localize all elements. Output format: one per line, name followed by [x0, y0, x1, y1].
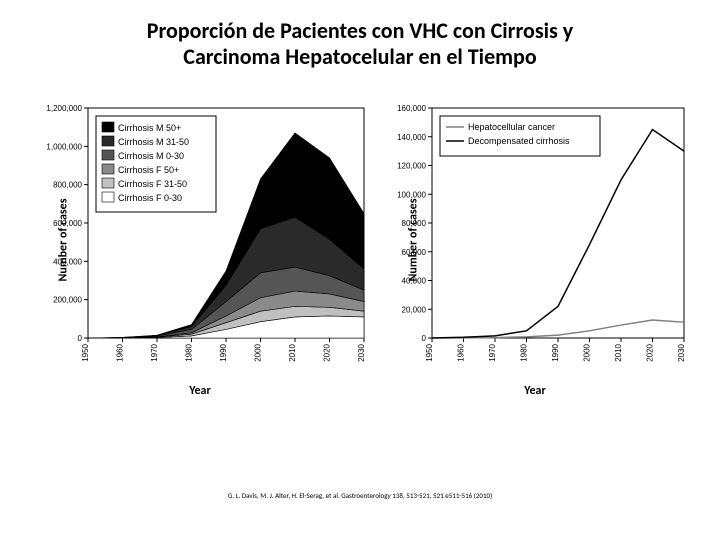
svg-text:2020: 2020 — [323, 343, 332, 361]
svg-text:2030: 2030 — [357, 343, 366, 361]
right-xlabel: Year — [524, 384, 546, 398]
svg-text:2000: 2000 — [583, 343, 592, 361]
svg-text:1,200,000: 1,200,000 — [46, 104, 82, 113]
svg-text:2030: 2030 — [677, 343, 686, 361]
left-chart-wrap: Number of cases 0200,000400,000600,00080… — [30, 100, 370, 398]
svg-text:2000: 2000 — [254, 343, 263, 361]
svg-text:1950: 1950 — [425, 343, 434, 361]
svg-text:20,000: 20,000 — [402, 305, 427, 314]
svg-text:1970: 1970 — [488, 343, 497, 361]
svg-text:2010: 2010 — [288, 343, 297, 361]
svg-text:1970: 1970 — [150, 343, 159, 361]
svg-text:1,000,000: 1,000,000 — [46, 142, 82, 151]
left-chart-svg: 0200,000400,000600,000800,0001,000,0001,… — [30, 100, 370, 380]
svg-text:200,000: 200,000 — [53, 296, 82, 305]
svg-text:Decompensated cirrhosis: Decompensated cirrhosis — [468, 136, 570, 146]
svg-text:1990: 1990 — [219, 343, 228, 361]
svg-text:140,000: 140,000 — [397, 133, 426, 142]
charts-row: Number of cases 0200,000400,000600,00080… — [30, 100, 690, 398]
svg-text:Hepatocellular cancer: Hepatocellular cancer — [468, 122, 555, 132]
title-line-2: Carcinoma Hepatocelular en el Tiempo — [183, 43, 536, 70]
svg-text:Cirrhosis M 31-50: Cirrhosis M 31-50 — [118, 137, 189, 147]
svg-text:Cirrhosis F 31-50: Cirrhosis F 31-50 — [118, 179, 187, 189]
svg-text:Cirrhosis M 0-30: Cirrhosis M 0-30 — [118, 151, 184, 161]
left-chart-body: Number of cases 0200,000400,000600,00080… — [30, 100, 370, 380]
svg-text:160,000: 160,000 — [397, 104, 426, 113]
svg-text:0: 0 — [78, 334, 83, 343]
svg-text:2020: 2020 — [646, 343, 655, 361]
citation-text: G. L. Davis, M. J. Alter, H. El-Serag, e… — [0, 491, 720, 500]
svg-text:1950: 1950 — [81, 343, 90, 361]
slide-container: Proporción de Pacientes con VHC con Cirr… — [0, 0, 720, 540]
right-chart-body: Number of cases 020,00040,00060,00080,00… — [380, 100, 690, 380]
left-ylabel: Number of cases — [57, 198, 71, 281]
slide-title: Proporción de Pacientes con VHC con Cirr… — [60, 18, 660, 71]
right-chart-wrap: Number of cases 020,00040,00060,00080,00… — [380, 100, 690, 398]
svg-text:2010: 2010 — [614, 343, 623, 361]
svg-text:Cirrhosis F 0-30: Cirrhosis F 0-30 — [118, 193, 182, 203]
svg-text:1980: 1980 — [185, 343, 194, 361]
svg-text:1960: 1960 — [457, 343, 466, 361]
svg-text:1990: 1990 — [551, 343, 560, 361]
left-xlabel: Year — [189, 384, 211, 398]
right-chart-svg: 020,00040,00060,00080,000100,000120,0001… — [380, 100, 690, 380]
svg-text:Cirrhosis M 50+: Cirrhosis M 50+ — [118, 123, 181, 133]
svg-text:0: 0 — [422, 334, 427, 343]
svg-text:Cirrhosis F 50+: Cirrhosis F 50+ — [118, 165, 179, 175]
svg-text:1980: 1980 — [520, 343, 529, 361]
svg-text:1960: 1960 — [116, 343, 125, 361]
right-ylabel: Number of cases — [407, 198, 421, 281]
svg-text:120,000: 120,000 — [397, 162, 426, 171]
title-line-1: Proporción de Pacientes con VHC con Cirr… — [147, 17, 573, 44]
svg-text:800,000: 800,000 — [53, 181, 82, 190]
